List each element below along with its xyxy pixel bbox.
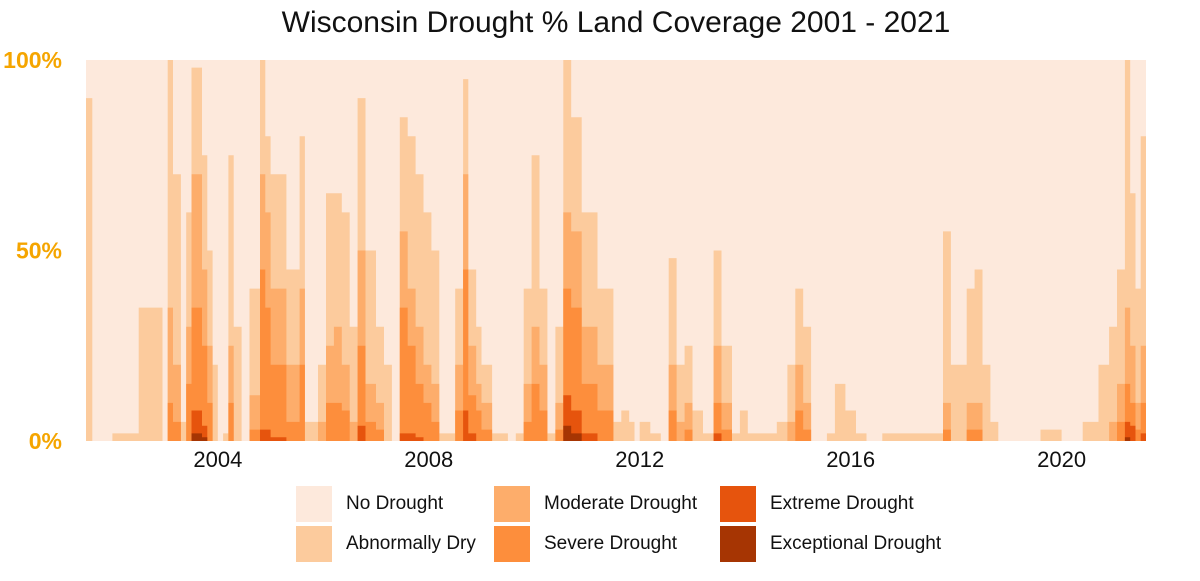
legend-swatch xyxy=(720,526,756,562)
drought-area-chart: 0% 50% 100% 2004 2008 2012 2016 2020 xyxy=(3,47,1146,472)
y-tick-label: 100% xyxy=(3,47,62,73)
legend-swatch xyxy=(296,526,332,562)
legend-label: Moderate Drought xyxy=(544,493,698,514)
legend-label: Severe Drought xyxy=(544,533,678,554)
x-tick-label: 2004 xyxy=(193,447,242,472)
x-tick-label: 2016 xyxy=(826,447,875,472)
x-tick-label: 2012 xyxy=(615,447,664,472)
series-area-abnormally-dry xyxy=(86,60,1146,441)
legend-label: No Drought xyxy=(346,493,444,514)
plot-area xyxy=(86,60,1146,442)
legend-swatch xyxy=(296,486,332,522)
legend-label: Exceptional Drought xyxy=(770,533,942,554)
legend-swatch xyxy=(494,526,530,562)
y-tick-label: 0% xyxy=(29,428,62,454)
y-tick-label: 50% xyxy=(16,238,62,264)
legend-swatch xyxy=(494,486,530,522)
x-axis: 2004 2008 2012 2016 2020 xyxy=(193,447,1086,472)
x-tick-label: 2020 xyxy=(1037,447,1086,472)
x-tick-label: 2008 xyxy=(404,447,453,472)
legend-label: Abnormally Dry xyxy=(346,533,476,554)
legend: No Drought Abnormally Dry Moderate Droug… xyxy=(296,486,996,570)
chart-title: Wisconsin Drought % Land Coverage 2001 -… xyxy=(281,6,951,39)
legend-swatch xyxy=(720,486,756,522)
y-axis: 0% 50% 100% xyxy=(3,47,62,454)
legend-label: Extreme Drought xyxy=(770,493,914,514)
series-area-exceptional-drought xyxy=(86,425,1146,441)
